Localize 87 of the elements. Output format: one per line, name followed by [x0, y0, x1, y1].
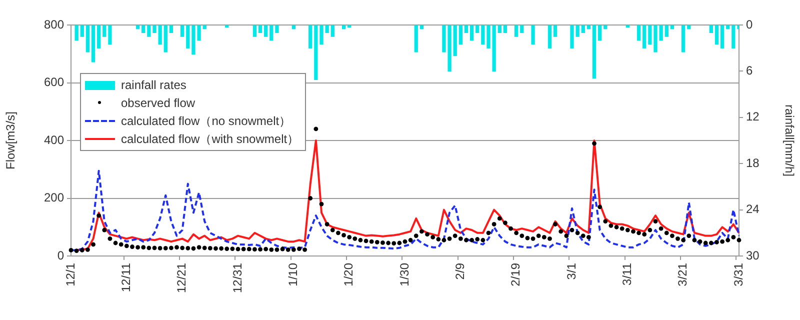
- bar: [720, 25, 724, 48]
- bar: [180, 25, 184, 37]
- bar: [164, 25, 168, 52]
- bar: [414, 25, 418, 52]
- x-tick-label: 1/30: [397, 262, 412, 286]
- bar: [726, 25, 730, 30]
- bar: [514, 25, 518, 37]
- y2-tick-label: 24: [746, 202, 760, 216]
- x-tick-label: 2/9: [452, 262, 467, 280]
- bar: [598, 25, 602, 41]
- bar: [258, 25, 262, 34]
- bar: [202, 25, 206, 30]
- bar: [142, 25, 146, 34]
- bar: [330, 25, 334, 37]
- bar: [453, 25, 457, 56]
- y2-axis-title: rainfall[mm/h]: [782, 104, 796, 177]
- bar: [169, 25, 174, 34]
- bar: [714, 25, 719, 45]
- bar: [80, 25, 84, 37]
- bar: [682, 25, 686, 52]
- bar: [636, 25, 641, 41]
- x-tick-label: 3/11: [620, 262, 634, 286]
- bar: [476, 25, 480, 34]
- bar: [520, 25, 524, 34]
- bar: [586, 25, 591, 30]
- y-tick-label: 600: [44, 75, 64, 90]
- bar: [732, 25, 736, 48]
- bar: [308, 25, 312, 48]
- bar: [592, 25, 596, 78]
- y-tick-label: 800: [44, 17, 64, 32]
- y2-tick-label: 12: [746, 110, 760, 124]
- bar: [464, 25, 468, 34]
- bar: [503, 25, 508, 34]
- bar: [275, 25, 279, 34]
- bar: [604, 25, 608, 30]
- bar: [581, 25, 585, 34]
- y2-tick-label: 0: [746, 17, 753, 32]
- bar: [458, 25, 462, 45]
- bar: [670, 25, 674, 30]
- y2-tick-label: 18: [746, 156, 760, 170]
- bar: [97, 25, 101, 48]
- y2-tick-label: 6: [746, 64, 753, 78]
- legend-label: observed flow: [121, 95, 196, 112]
- bar: [86, 25, 90, 52]
- x-tick-label: 12/31: [230, 262, 244, 294]
- bar: [553, 25, 558, 37]
- bar: [626, 25, 630, 28]
- bar: [292, 25, 296, 30]
- bar: [709, 25, 713, 34]
- y-tick-label: 0: [57, 248, 64, 262]
- y2-tick-label: 30: [746, 248, 760, 262]
- bar: [548, 25, 552, 48]
- bar: [108, 25, 112, 45]
- x-tick-label: 12/1: [63, 262, 78, 286]
- y-tick-label: 400: [44, 132, 64, 147]
- bar: [225, 25, 229, 28]
- x-tick-label: 3/21: [676, 262, 690, 286]
- legend-label: rainfall rates: [121, 77, 186, 94]
- x-tick-label: 1/20: [342, 262, 356, 286]
- x-tick-label: 1/10: [286, 262, 300, 286]
- bar: [186, 25, 190, 48]
- bar: [91, 25, 96, 62]
- x-tick-label: 3/31: [731, 262, 746, 286]
- bar: [136, 25, 140, 30]
- bar: [252, 25, 257, 37]
- bar: [687, 25, 691, 30]
- bar: [642, 25, 646, 48]
- x-tick-label: 12/21: [174, 262, 189, 294]
- bar: [531, 25, 535, 45]
- bar: [74, 25, 78, 41]
- legend-label: calculated flow（with snowmelt）: [121, 131, 300, 148]
- y-axis-title: Flow[m3/s]: [4, 111, 18, 170]
- bar: [420, 25, 424, 30]
- bar: [342, 25, 346, 30]
- line-series: [70, 170, 740, 252]
- bar: [348, 25, 352, 28]
- legend-label: calculated flow（no snowmelt）: [121, 113, 292, 130]
- bar: [270, 25, 274, 41]
- x-tick-label: 3/1: [564, 262, 578, 280]
- bar: [102, 25, 106, 37]
- bar: [664, 25, 668, 37]
- x-tick-label: 12/11: [118, 262, 133, 292]
- y-tick-label: 200: [44, 190, 64, 205]
- x-tick-label: 2/19: [508, 262, 523, 286]
- bar: [470, 25, 474, 41]
- bar: [264, 25, 268, 37]
- bar: [498, 25, 502, 34]
